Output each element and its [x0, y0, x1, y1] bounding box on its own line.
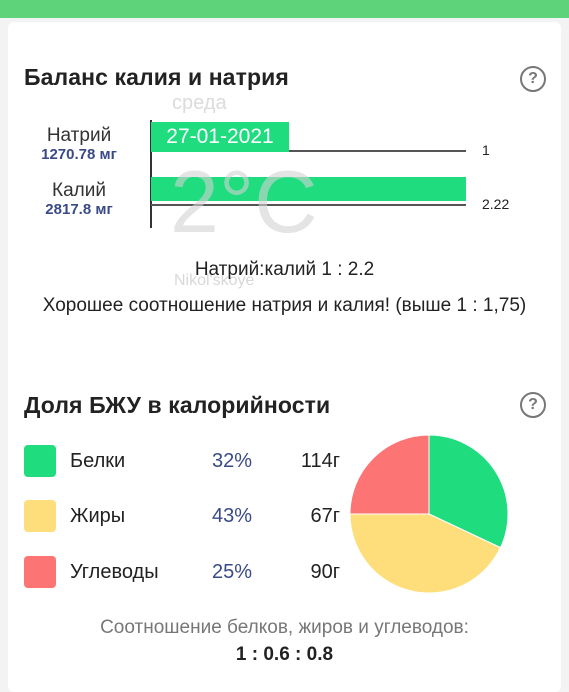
pie-slice-carbs: [349, 434, 430, 515]
macros-pie-chart: [349, 434, 509, 594]
pie-slice-fat: [349, 513, 502, 594]
sodium-ratio-value: 1: [482, 142, 490, 158]
fat-percent: 43%: [212, 505, 253, 527]
potassium-amount: 2817.8 мг: [45, 201, 113, 218]
potassium-ratio-value: 2.22: [482, 196, 510, 212]
macros-title: Доля БЖУ в калорийности: [24, 392, 331, 418]
potassium-bar: [151, 177, 466, 201]
legend-row-fat: Жиры 43% 67г: [24, 500, 344, 534]
carbs-grams: 90г: [310, 561, 340, 583]
protein-grams: 114г: [300, 450, 340, 472]
potassium-sodium-title: Баланс калия и натрия: [24, 64, 289, 90]
carbs-percent: 25%: [212, 561, 253, 583]
bar-axis: [150, 120, 152, 228]
sodium-label: Натрий 1270.78 мг: [24, 125, 134, 163]
legend-row-carbs: Углеводы 25% 90г: [24, 556, 344, 590]
macros-ratio-value: 1 : 0.6 : 0.8: [235, 644, 334, 665]
protein-percent: 32%: [212, 450, 253, 472]
fat-swatch: [24, 500, 56, 532]
potassium-name: Калий: [52, 180, 106, 201]
help-icon-macros[interactable]: ?: [520, 392, 546, 418]
pie-slice-protein: [428, 434, 509, 549]
protein-swatch: [24, 445, 56, 477]
top-accent-bar: [0, 0, 569, 18]
potassium-label: Калий 2817.8 мг: [24, 180, 134, 218]
carbs-swatch: [24, 556, 56, 588]
fat-name: Жиры: [70, 505, 126, 527]
sodium-amount: 1270.78 мг: [41, 146, 117, 163]
macros-ratio-caption: Соотношение белков, жиров и углеводов:: [100, 617, 469, 638]
carbs-name: Углеводы: [70, 561, 159, 583]
legend-row-protein: Белки 32% 114г: [24, 445, 344, 479]
sodium-potassium-ratio: Натрий:калий 1 : 2.2: [194, 259, 375, 280]
protein-name: Белки: [70, 450, 126, 472]
potassium-baseline: [151, 204, 466, 206]
sodium-name: Натрий: [46, 125, 112, 146]
sodium-baseline: [151, 150, 466, 152]
fat-grams: 67г: [310, 505, 340, 527]
sodium-potassium-comment: Хорошее соотношение натрия и калия! (выш…: [42, 295, 527, 316]
help-icon-potassium[interactable]: ?: [520, 66, 546, 92]
